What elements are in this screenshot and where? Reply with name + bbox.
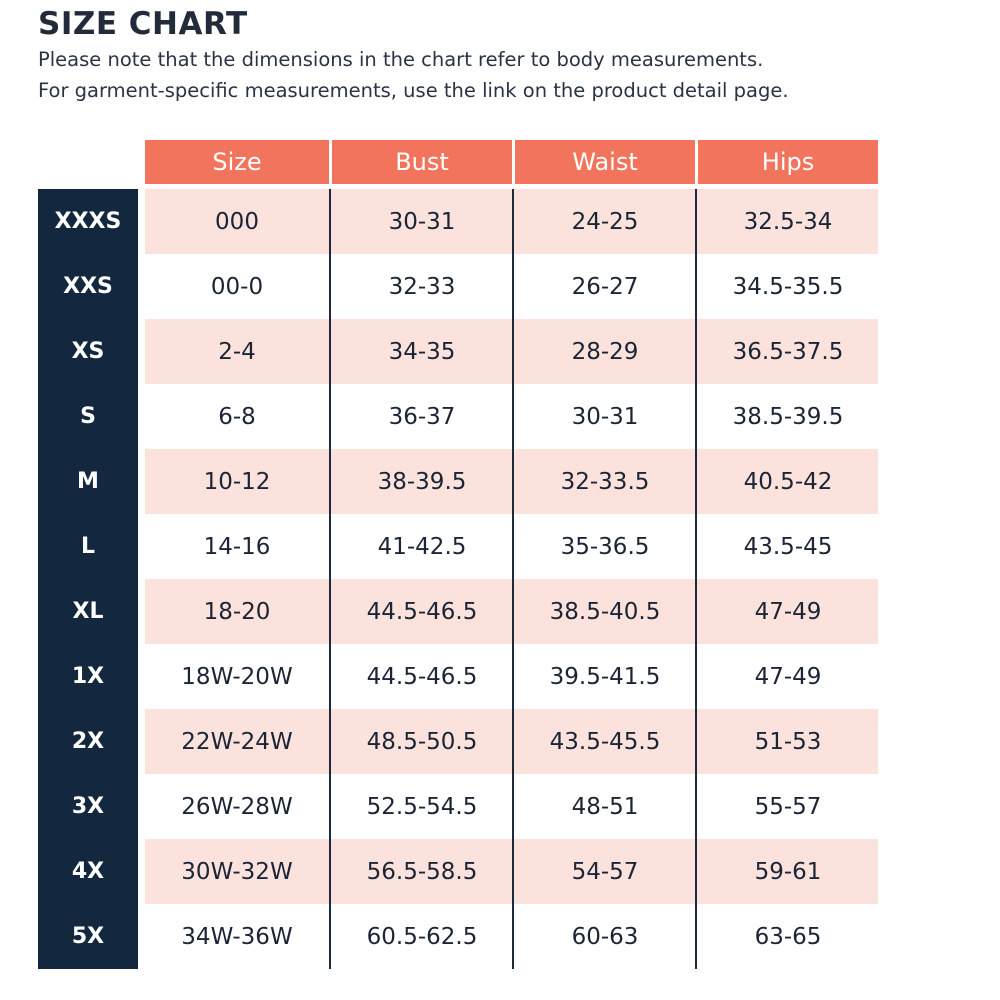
cell-bust: 41-42.5 — [377, 533, 467, 560]
table-row: 14-16 41-42.5 35-36.5 43.5-45 — [145, 514, 878, 579]
column-divider — [695, 189, 697, 969]
size-label-column: XXXS XXS XS S M L XL 1X 2X 3X 4X 5X — [38, 189, 138, 969]
column-divider — [512, 189, 514, 969]
cell-size: 10-12 — [203, 468, 271, 495]
cell-bust: 52.5-54.5 — [366, 793, 478, 820]
cell-waist: 32-33.5 — [560, 468, 650, 495]
cell-hips: 59-61 — [754, 858, 822, 885]
cell-bust: 36-37 — [388, 403, 456, 430]
cell-bust: 44.5-46.5 — [366, 598, 478, 625]
cell-size: 000 — [215, 208, 259, 235]
garment-measurement-note: For garment-specific measurements, use t… — [38, 79, 789, 102]
cell-size: 30W-32W — [181, 858, 293, 885]
cell-waist: 28-29 — [571, 338, 639, 365]
table-row: 00-0 32-33 26-27 34.5-35.5 — [145, 254, 878, 319]
cell-size: 2-4 — [218, 338, 256, 365]
cell-size: 18W-20W — [181, 663, 293, 690]
header-waist: Waist — [515, 140, 695, 184]
column-divider — [329, 189, 331, 969]
size-label: XXS — [63, 274, 113, 299]
cell-waist: 48-51 — [571, 793, 639, 820]
body-measurement-note: Please note that the dimensions in the c… — [38, 48, 764, 71]
table-row: 2-4 34-35 28-29 36.5-37.5 — [145, 319, 878, 384]
cell-bust: 60.5-62.5 — [366, 923, 478, 950]
cell-bust: 38-39.5 — [377, 468, 467, 495]
cell-hips: 38.5-39.5 — [732, 403, 844, 430]
table-row: 000 30-31 24-25 32.5-34 — [145, 189, 878, 254]
cell-bust: 44.5-46.5 — [366, 663, 478, 690]
table-row: 18W-20W 44.5-46.5 39.5-41.5 47-49 — [145, 644, 878, 709]
cell-size: 14-16 — [203, 533, 271, 560]
cell-hips: 32.5-34 — [743, 208, 833, 235]
cell-hips: 36.5-37.5 — [732, 338, 844, 365]
cell-bust: 48.5-50.5 — [366, 728, 478, 755]
cell-waist: 39.5-41.5 — [549, 663, 661, 690]
size-label: S — [80, 404, 96, 429]
table-row: 26W-28W 52.5-54.5 48-51 55-57 — [145, 774, 878, 839]
size-label: 1X — [71, 664, 105, 689]
cell-size: 00-0 — [210, 273, 264, 300]
cell-waist: 54-57 — [571, 858, 639, 885]
header-bust: Bust — [332, 140, 512, 184]
table-row: 30W-32W 56.5-58.5 54-57 59-61 — [145, 839, 878, 904]
cell-hips: 34.5-35.5 — [732, 273, 844, 300]
table-row: 6-8 36-37 30-31 38.5-39.5 — [145, 384, 878, 449]
cell-hips: 43.5-45 — [743, 533, 833, 560]
size-label: 5X — [71, 924, 105, 949]
size-label: 2X — [71, 729, 105, 754]
table-row: 10-12 38-39.5 32-33.5 40.5-42 — [145, 449, 878, 514]
cell-hips: 55-57 — [754, 793, 822, 820]
cell-size: 22W-24W — [181, 728, 293, 755]
size-label: M — [77, 469, 99, 494]
size-label: 4X — [71, 859, 105, 884]
header-hips: Hips — [698, 140, 878, 184]
cell-waist: 35-36.5 — [560, 533, 650, 560]
cell-waist: 30-31 — [571, 403, 639, 430]
cell-size: 6-8 — [218, 403, 256, 430]
cell-hips: 47-49 — [754, 598, 822, 625]
cell-bust: 34-35 — [388, 338, 456, 365]
page-title: SIZE CHART — [38, 6, 248, 42]
cell-size: 26W-28W — [181, 793, 293, 820]
cell-size: 34W-36W — [181, 923, 293, 950]
table-row: 18-20 44.5-46.5 38.5-40.5 47-49 — [145, 579, 878, 644]
cell-waist: 26-27 — [571, 273, 639, 300]
cell-waist: 24-25 — [571, 208, 639, 235]
cell-hips: 40.5-42 — [743, 468, 833, 495]
size-label: 3X — [71, 794, 105, 819]
cell-bust: 32-33 — [388, 273, 456, 300]
size-label: XXXS — [54, 209, 122, 234]
cell-waist: 60-63 — [571, 923, 639, 950]
cell-hips: 63-65 — [754, 923, 822, 950]
cell-waist: 43.5-45.5 — [549, 728, 661, 755]
size-label: XS — [71, 339, 105, 364]
cell-hips: 47-49 — [754, 663, 822, 690]
cell-size: 18-20 — [203, 598, 271, 625]
size-label: XL — [72, 599, 104, 624]
cell-bust: 56.5-58.5 — [366, 858, 478, 885]
cell-hips: 51-53 — [754, 728, 822, 755]
table-row: 34W-36W 60.5-62.5 60-63 63-65 — [145, 904, 878, 969]
table-row: 22W-24W 48.5-50.5 43.5-45.5 51-53 — [145, 709, 878, 774]
cell-waist: 38.5-40.5 — [549, 598, 661, 625]
size-label: L — [80, 534, 96, 559]
cell-bust: 30-31 — [388, 208, 456, 235]
header-size: Size — [145, 140, 329, 184]
